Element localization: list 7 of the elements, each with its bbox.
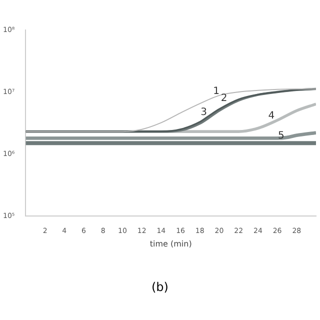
text: (b) [150,280,170,294]
annotation: 2 [220,92,228,104]
annotation: 1 [213,86,220,97]
annotation: 3 [200,106,207,118]
annotation: 5 [278,130,284,142]
annotation: 4 [268,110,275,122]
x-axis-title: time (min) [150,239,192,248]
